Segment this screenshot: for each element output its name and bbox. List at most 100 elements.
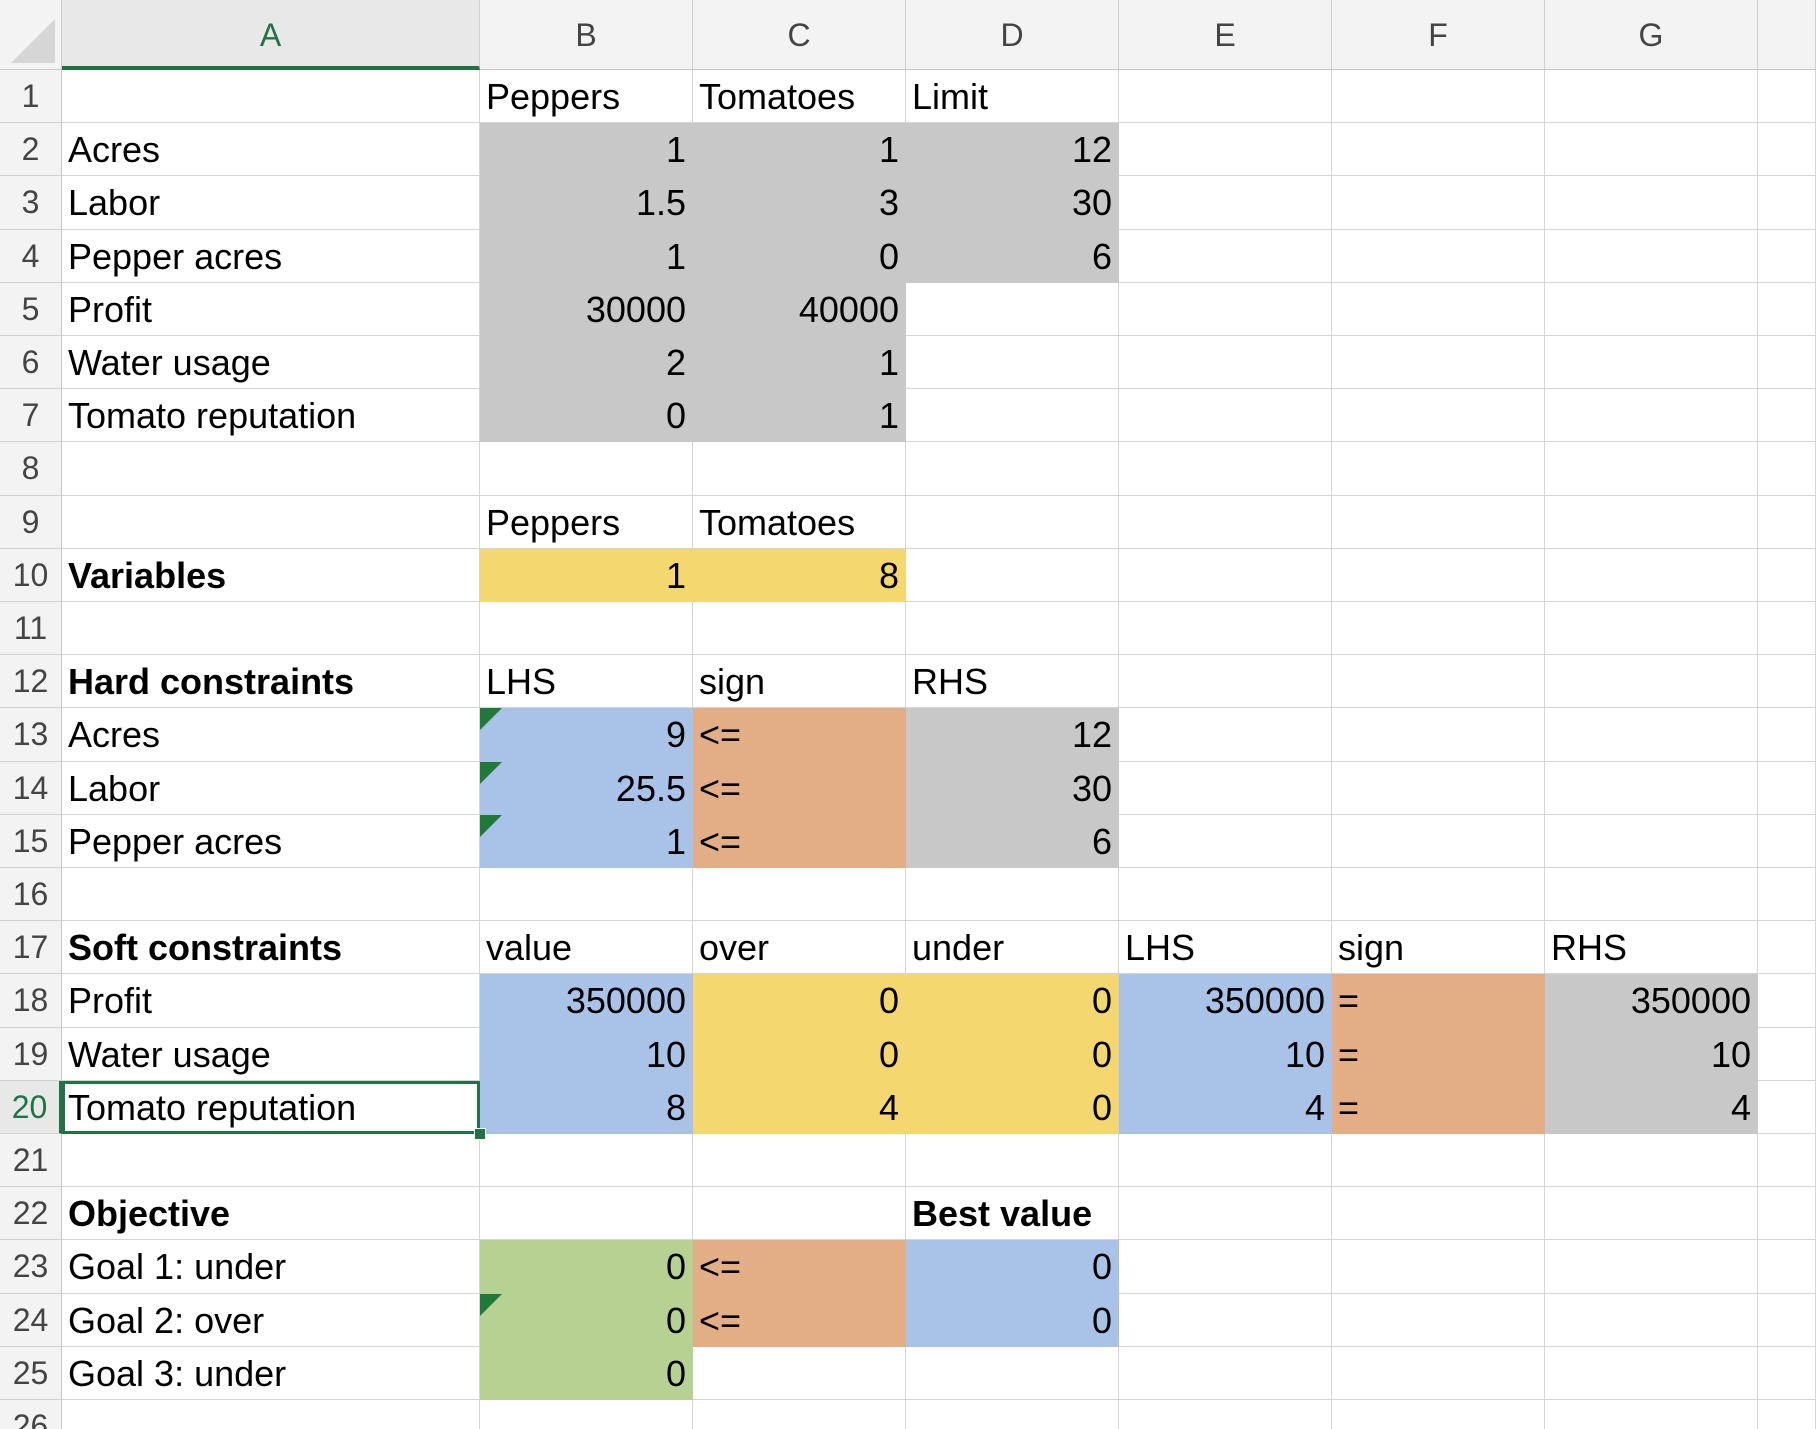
cell-b17[interactable]: value — [480, 921, 693, 975]
cell-c24[interactable]: <= — [693, 1293, 906, 1347]
cell-empty[interactable] — [1119, 442, 1332, 496]
cell-empty[interactable] — [906, 1346, 1119, 1400]
cell-empty[interactable] — [1758, 761, 1816, 815]
cell-empty[interactable] — [1545, 442, 1758, 496]
cell-a2[interactable]: Acres — [62, 123, 480, 177]
cell-empty[interactable] — [906, 495, 1119, 549]
cell-c6[interactable]: 1 — [693, 336, 906, 390]
cell-b3[interactable]: 1.5 — [480, 176, 693, 230]
column-header-g[interactable]: G — [1545, 0, 1758, 70]
cell-a4[interactable]: Pepper acres — [62, 229, 480, 283]
cell-empty[interactable] — [480, 1400, 693, 1429]
cell-empty[interactable] — [1545, 602, 1758, 656]
cell-a6[interactable]: Water usage — [62, 336, 480, 390]
cell-empty[interactable] — [693, 1346, 906, 1400]
cell-a10[interactable]: Variables — [62, 548, 480, 602]
cell-empty[interactable] — [1758, 1293, 1816, 1347]
cell-empty[interactable] — [1119, 229, 1332, 283]
cell-empty[interactable] — [1758, 974, 1816, 1028]
cell-empty[interactable] — [1119, 761, 1332, 815]
cell-a24[interactable]: Goal 2: over — [62, 1293, 480, 1347]
cell-empty[interactable] — [1119, 655, 1332, 709]
cell-b6[interactable]: 2 — [480, 336, 693, 390]
cell-empty[interactable] — [693, 602, 906, 656]
cell-b20[interactable]: 8 — [480, 1080, 693, 1134]
cell-a5[interactable]: Profit — [62, 282, 480, 336]
column-header-d[interactable]: D — [906, 0, 1119, 70]
cell-a3[interactable]: Labor — [62, 176, 480, 230]
cell-empty[interactable] — [1119, 1400, 1332, 1429]
cell-a7[interactable]: Tomato reputation — [62, 389, 480, 443]
row-header-23[interactable]: 23 — [0, 1240, 62, 1294]
cell-empty[interactable] — [1332, 602, 1545, 656]
cell-b2[interactable]: 1 — [480, 123, 693, 177]
cell-empty[interactable] — [1758, 814, 1816, 868]
cell-c9[interactable]: Tomatoes — [693, 495, 906, 549]
cell-empty[interactable] — [62, 1400, 480, 1429]
cell-d13[interactable]: 12 — [906, 708, 1119, 762]
cell-empty[interactable] — [1332, 655, 1545, 709]
cell-empty[interactable] — [1545, 389, 1758, 443]
row-header-16[interactable]: 16 — [0, 868, 62, 922]
row-header-21[interactable]: 21 — [0, 1134, 62, 1188]
row-header-25[interactable]: 25 — [0, 1346, 62, 1400]
cell-empty[interactable] — [1758, 655, 1816, 709]
cell-a13[interactable]: Acres — [62, 708, 480, 762]
row-header-20[interactable]: 20 — [0, 1080, 62, 1134]
row-header-22[interactable]: 22 — [0, 1187, 62, 1241]
cell-d15[interactable]: 6 — [906, 814, 1119, 868]
cell-empty[interactable] — [1332, 495, 1545, 549]
column-header-b[interactable]: B — [480, 0, 693, 70]
cell-empty[interactable] — [1332, 1346, 1545, 1400]
cell-c1[interactable]: Tomatoes — [693, 70, 906, 124]
cell-b4[interactable]: 1 — [480, 229, 693, 283]
cell-empty[interactable] — [906, 336, 1119, 390]
cell-empty[interactable] — [1545, 655, 1758, 709]
cell-b1[interactable]: Peppers — [480, 70, 693, 124]
row-header-13[interactable]: 13 — [0, 708, 62, 762]
cell-b19[interactable]: 10 — [480, 1027, 693, 1081]
cell-empty[interactable] — [1545, 708, 1758, 762]
cell-empty[interactable] — [1332, 282, 1545, 336]
cell-c15[interactable]: <= — [693, 814, 906, 868]
column-header-f[interactable]: F — [1332, 0, 1545, 70]
cell-empty[interactable] — [1758, 708, 1816, 762]
cell-b7[interactable]: 0 — [480, 389, 693, 443]
cell-empty[interactable] — [1758, 442, 1816, 496]
cell-d19[interactable]: 0 — [906, 1027, 1119, 1081]
cell-empty[interactable] — [1119, 1346, 1332, 1400]
cell-c5[interactable]: 40000 — [693, 282, 906, 336]
cell-empty[interactable] — [1758, 389, 1816, 443]
cell-g19[interactable]: 10 — [1545, 1027, 1758, 1081]
cell-b5[interactable]: 30000 — [480, 282, 693, 336]
cell-empty[interactable] — [480, 442, 693, 496]
cell-empty[interactable] — [1545, 761, 1758, 815]
cell-empty[interactable] — [1758, 548, 1816, 602]
cell-empty[interactable] — [1758, 1134, 1816, 1188]
column-header-a[interactable]: A — [62, 0, 480, 70]
cell-g18[interactable]: 350000 — [1545, 974, 1758, 1028]
cell-empty[interactable] — [693, 868, 906, 922]
cell-d12[interactable]: RHS — [906, 655, 1119, 709]
cell-empty[interactable] — [1545, 176, 1758, 230]
cell-empty[interactable] — [906, 1134, 1119, 1188]
cell-empty[interactable] — [1119, 548, 1332, 602]
cell-empty[interactable] — [1758, 70, 1816, 124]
cell-d24[interactable]: 0 — [906, 1293, 1119, 1347]
cell-empty[interactable] — [906, 282, 1119, 336]
cell-empty[interactable] — [693, 1134, 906, 1188]
cell-empty[interactable] — [1758, 921, 1816, 975]
row-header-14[interactable]: 14 — [0, 761, 62, 815]
cell-a25[interactable]: Goal 3: under — [62, 1346, 480, 1400]
cell-c23[interactable]: <= — [693, 1240, 906, 1294]
cell-empty[interactable] — [1119, 1293, 1332, 1347]
cell-a12[interactable]: Hard constraints — [62, 655, 480, 709]
cell-f20[interactable]: = — [1332, 1080, 1545, 1134]
cell-empty[interactable] — [480, 1187, 693, 1241]
cell-c12[interactable]: sign — [693, 655, 906, 709]
cell-empty[interactable] — [1332, 1134, 1545, 1188]
cell-d17[interactable]: under — [906, 921, 1119, 975]
cell-b24[interactable]: 0 — [480, 1293, 693, 1347]
cell-empty[interactable] — [1758, 1400, 1816, 1429]
